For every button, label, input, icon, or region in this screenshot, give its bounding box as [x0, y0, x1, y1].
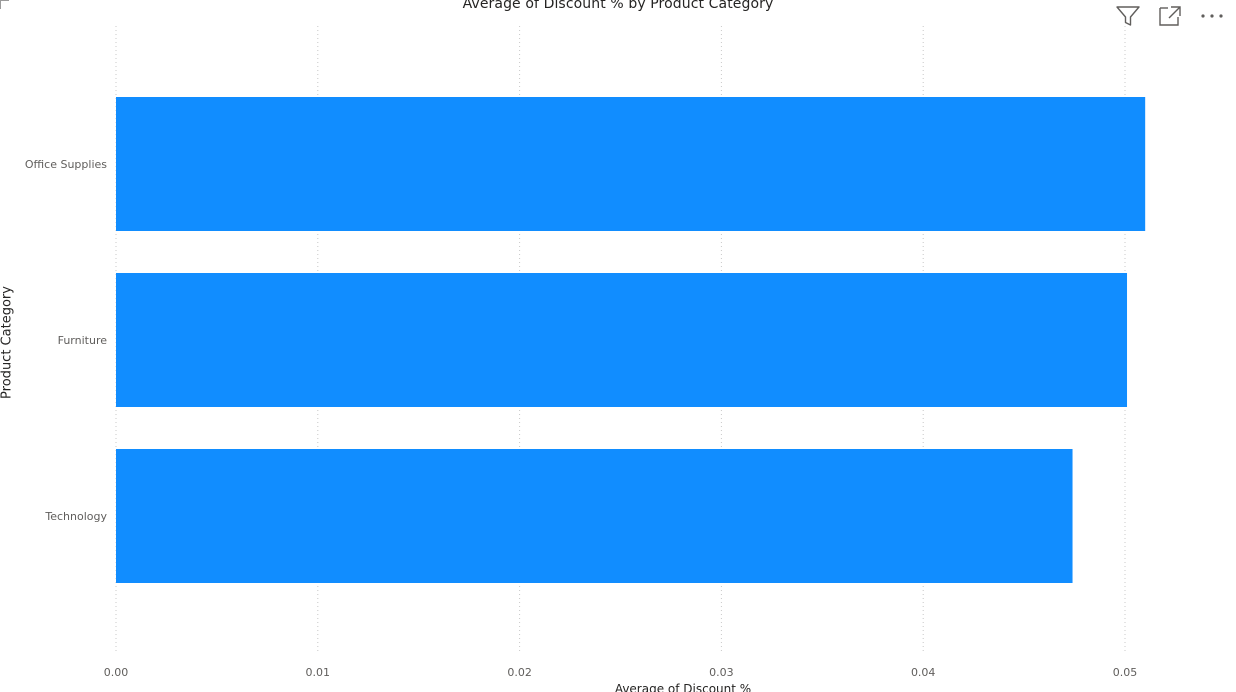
- y-category-label: Technology: [44, 510, 107, 523]
- y-category-label: Office Supplies: [25, 158, 107, 171]
- filter-icon[interactable]: [1114, 4, 1142, 28]
- more-options-icon[interactable]: [1198, 4, 1226, 28]
- bar[interactable]: [116, 273, 1128, 407]
- chart-title: Average of Discount % by Product Categor…: [462, 0, 774, 12]
- x-tick-label: 0.00: [104, 666, 129, 679]
- y-category-label: Furniture: [58, 334, 108, 347]
- x-tick-label: 0.03: [709, 666, 734, 679]
- x-tick-label: 0.02: [507, 666, 532, 679]
- y-axis-title: Product Category: [0, 286, 15, 399]
- visual-header-toolbar: [1114, 4, 1226, 28]
- visual-corner-mark: [0, 0, 9, 9]
- x-axis-title: Average of Discount %: [614, 682, 752, 692]
- focus-mode-icon[interactable]: [1156, 4, 1184, 28]
- bar[interactable]: [116, 449, 1073, 583]
- x-tick-label: 0.01: [306, 666, 331, 679]
- x-tick-label: 0.04: [911, 666, 936, 679]
- x-tick-label: 0.05: [1113, 666, 1138, 679]
- bar[interactable]: [116, 97, 1146, 231]
